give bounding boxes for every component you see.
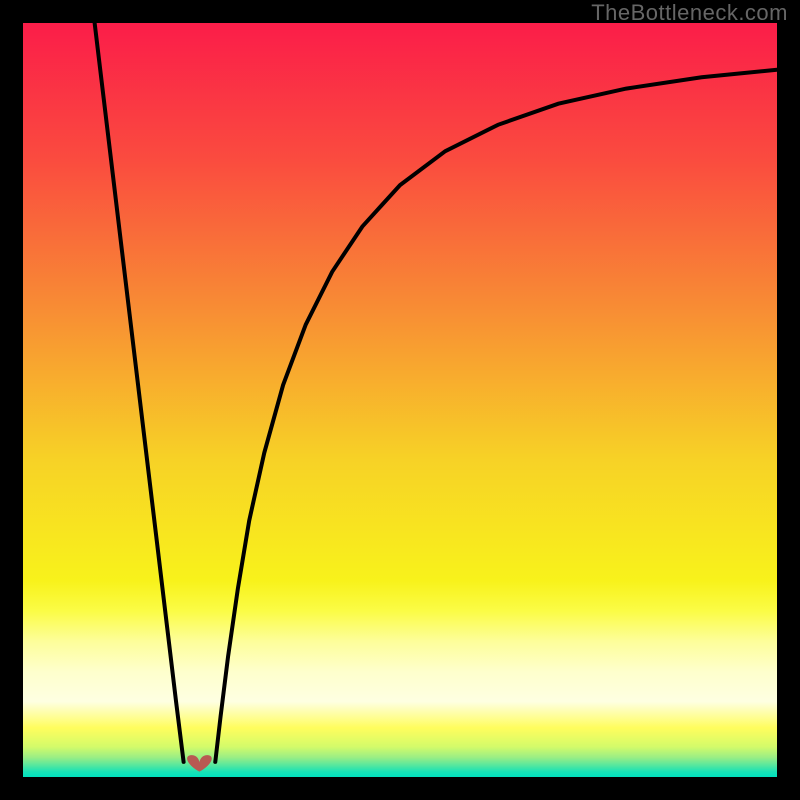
border-bottom — [0, 777, 800, 800]
border-right — [777, 0, 800, 800]
chart-svg — [0, 0, 800, 800]
chart-frame: TheBottleneck.com — [0, 0, 800, 800]
watermark-label: TheBottleneck.com — [591, 0, 788, 26]
border-left — [0, 0, 23, 800]
gradient-background — [23, 23, 777, 777]
